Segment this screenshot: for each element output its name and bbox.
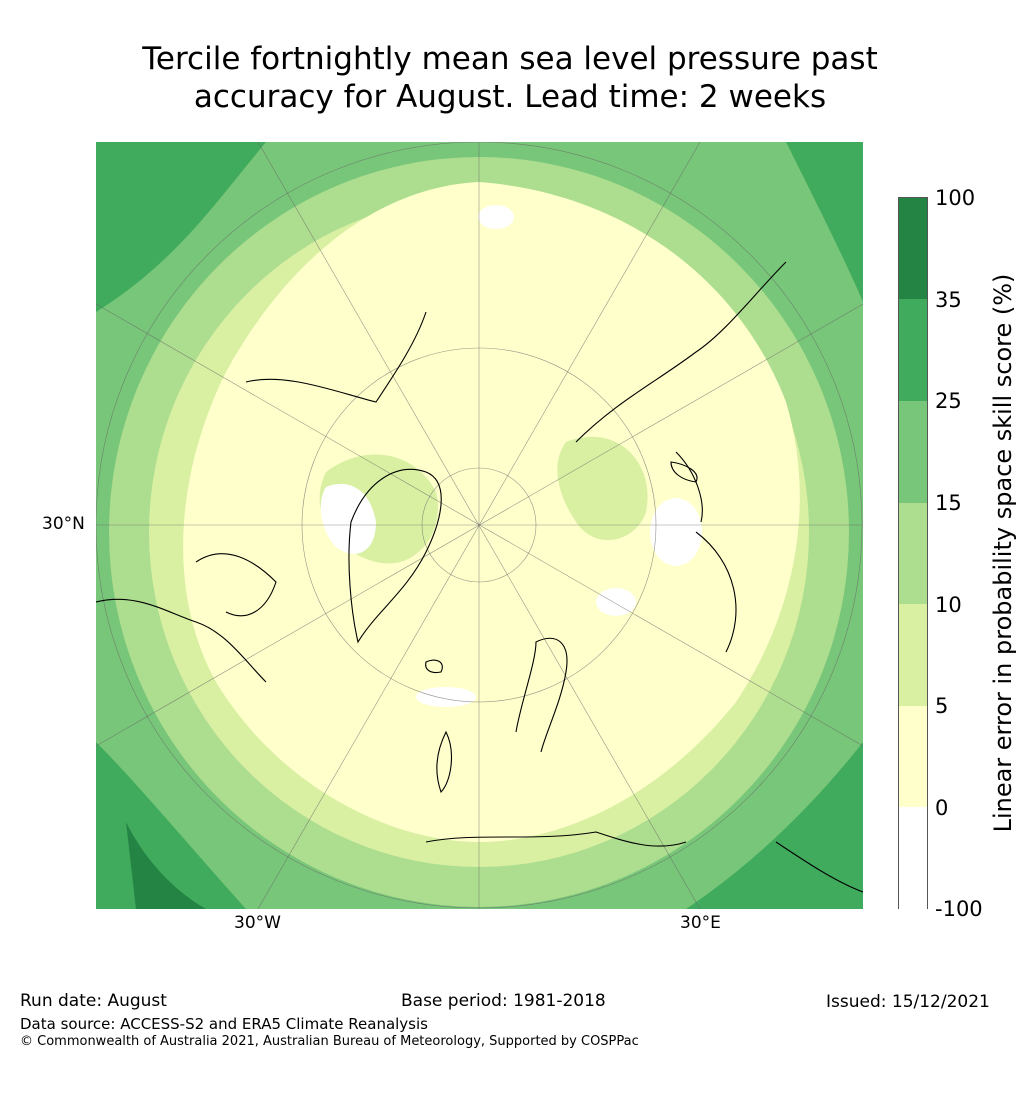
colorbar-bin-15-25 xyxy=(899,401,927,503)
colorbar-tick-0: 0 xyxy=(935,796,949,820)
shade-5-10-siberia xyxy=(557,436,648,541)
shade-0-5 xyxy=(183,182,800,842)
greenland-coast xyxy=(348,468,442,644)
run-date: Run date: August xyxy=(20,991,167,1011)
colorbar xyxy=(898,197,928,910)
title-line-1: Tercile fortnightly mean sea level press… xyxy=(142,41,878,77)
shade-25-35-se xyxy=(686,742,863,909)
alaska-coast xyxy=(245,311,427,403)
siberia-coast xyxy=(575,261,787,443)
central-asia-coast xyxy=(695,531,737,653)
shade-negative-e xyxy=(416,687,476,707)
shade-negative-a xyxy=(478,205,514,229)
colorbar-tick-15: 15 xyxy=(935,491,962,515)
colorbar-bin-neg xyxy=(899,807,927,910)
shade-negative-d xyxy=(596,588,636,616)
data-source: Data source: ACCESS-S2 and ERA5 Climate … xyxy=(20,1015,428,1033)
map-canvas xyxy=(96,142,863,909)
shade-25-35-nw xyxy=(96,142,266,312)
colorbar-bin-35-100 xyxy=(899,198,927,299)
coastlines xyxy=(96,261,863,893)
title-line-2: accuracy for August. Lead time: 2 weeks xyxy=(193,79,827,115)
base-period: Base period: 1981-2018 xyxy=(401,991,606,1011)
colorbar-tick-neg100: -100 xyxy=(935,897,983,921)
colorbar-tick-5: 5 xyxy=(935,694,949,718)
shade-25-35-ne xyxy=(786,142,863,302)
polar-skill-map xyxy=(96,142,863,909)
britain-coast xyxy=(436,730,452,794)
shade-negative-c xyxy=(650,498,702,566)
colorbar-tick-100: 100 xyxy=(935,186,976,210)
colorbar-bin-5-10 xyxy=(899,604,927,706)
scandinavia-coast xyxy=(515,637,568,753)
map-title: Tercile fortnightly mean sea level press… xyxy=(0,40,1020,116)
colorbar-bin-25-35 xyxy=(899,299,927,401)
shade-negative-b xyxy=(320,483,376,554)
lon-label-30w: 30°W xyxy=(234,913,281,933)
mediterranean-coast xyxy=(425,831,687,847)
copyright: © Commonwealth of Australia 2021, Austra… xyxy=(20,1034,639,1049)
colorbar-tick-25: 25 xyxy=(935,389,962,413)
taymyr-coast xyxy=(675,451,703,523)
graticule xyxy=(96,142,863,909)
colorbar-tick-10: 10 xyxy=(935,593,962,617)
colorbar-bin-0-5 xyxy=(899,706,927,807)
north-america-east-coast xyxy=(96,598,267,683)
lon-label-30e: 30°E xyxy=(680,913,721,933)
colorbar-tick-35: 35 xyxy=(935,288,962,312)
baikal-lake xyxy=(670,461,698,483)
shade-35-100 xyxy=(126,822,206,909)
india-coast xyxy=(775,841,863,893)
lat-label-30n: 30°N xyxy=(42,514,85,534)
colorbar-label: Linear error in probability space skill … xyxy=(989,273,1017,833)
colorbar-bin-10-15 xyxy=(899,503,927,604)
issued-date: Issued: 15/12/2021 xyxy=(826,992,990,1012)
hudson-bay-coast xyxy=(195,553,277,617)
meridian-60e xyxy=(96,303,863,747)
iceland-coast xyxy=(425,659,443,674)
